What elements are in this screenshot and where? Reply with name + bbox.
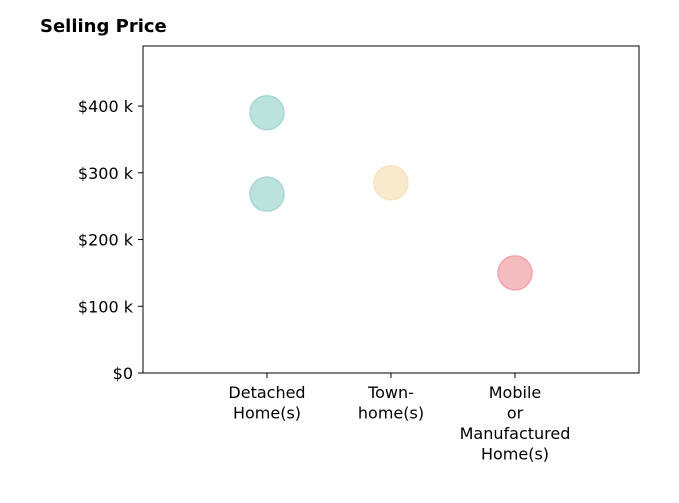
data-points xyxy=(249,94,533,291)
x-tick-label: Detached Home(s) xyxy=(228,383,305,423)
data-point xyxy=(373,165,409,201)
chart-title: Selling Price xyxy=(40,16,167,37)
x-axis: Detached Home(s) Town-home(s) Mobile or Manuf… xyxy=(228,373,570,464)
data-point xyxy=(497,255,533,291)
y-tick-label: $400 k xyxy=(78,97,134,116)
x-tick-label: Mobile or Manufactured Home(s) xyxy=(460,383,571,464)
x-tick-label: Town-home(s) xyxy=(358,383,424,423)
y-tick-label: $0 xyxy=(113,364,133,383)
plot-area xyxy=(142,45,640,374)
y-tick-label: $100 k xyxy=(78,297,134,316)
data-point xyxy=(249,176,285,212)
y-tick-label: $200 k xyxy=(78,231,134,250)
y-axis: $0 $100 k $200 k $300 k $400 k xyxy=(78,97,143,383)
data-point xyxy=(249,94,285,131)
y-tick-label: $300 k xyxy=(78,164,134,183)
